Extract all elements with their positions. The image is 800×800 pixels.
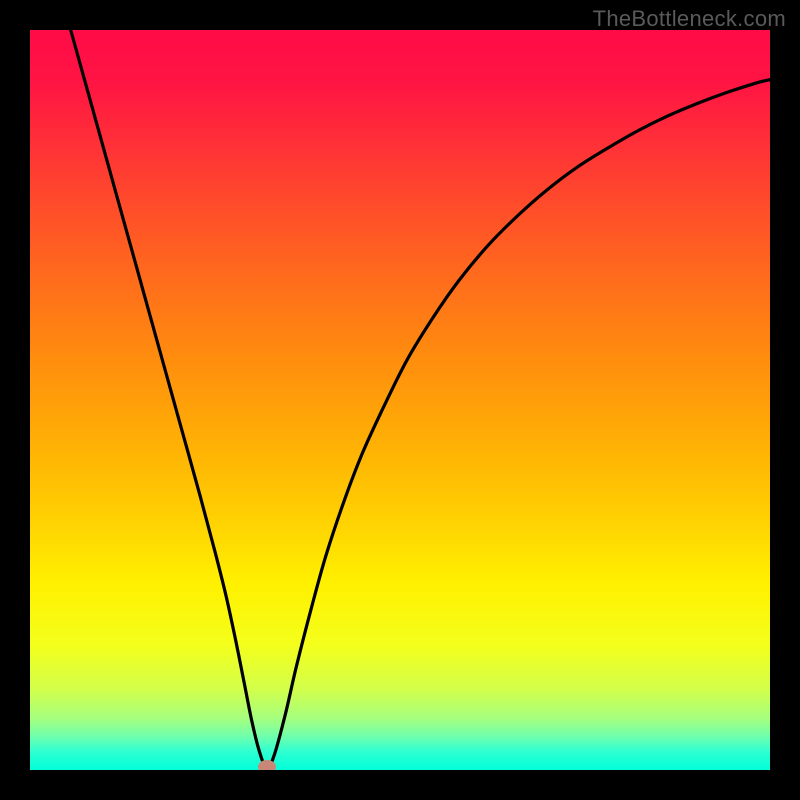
plot-area — [30, 30, 770, 770]
watermark-text: TheBottleneck.com — [593, 6, 786, 32]
chart-stage: TheBottleneck.com — [0, 0, 800, 800]
bottleneck-curve — [30, 30, 770, 770]
curve-path — [71, 30, 770, 769]
minimum-marker — [258, 760, 276, 770]
